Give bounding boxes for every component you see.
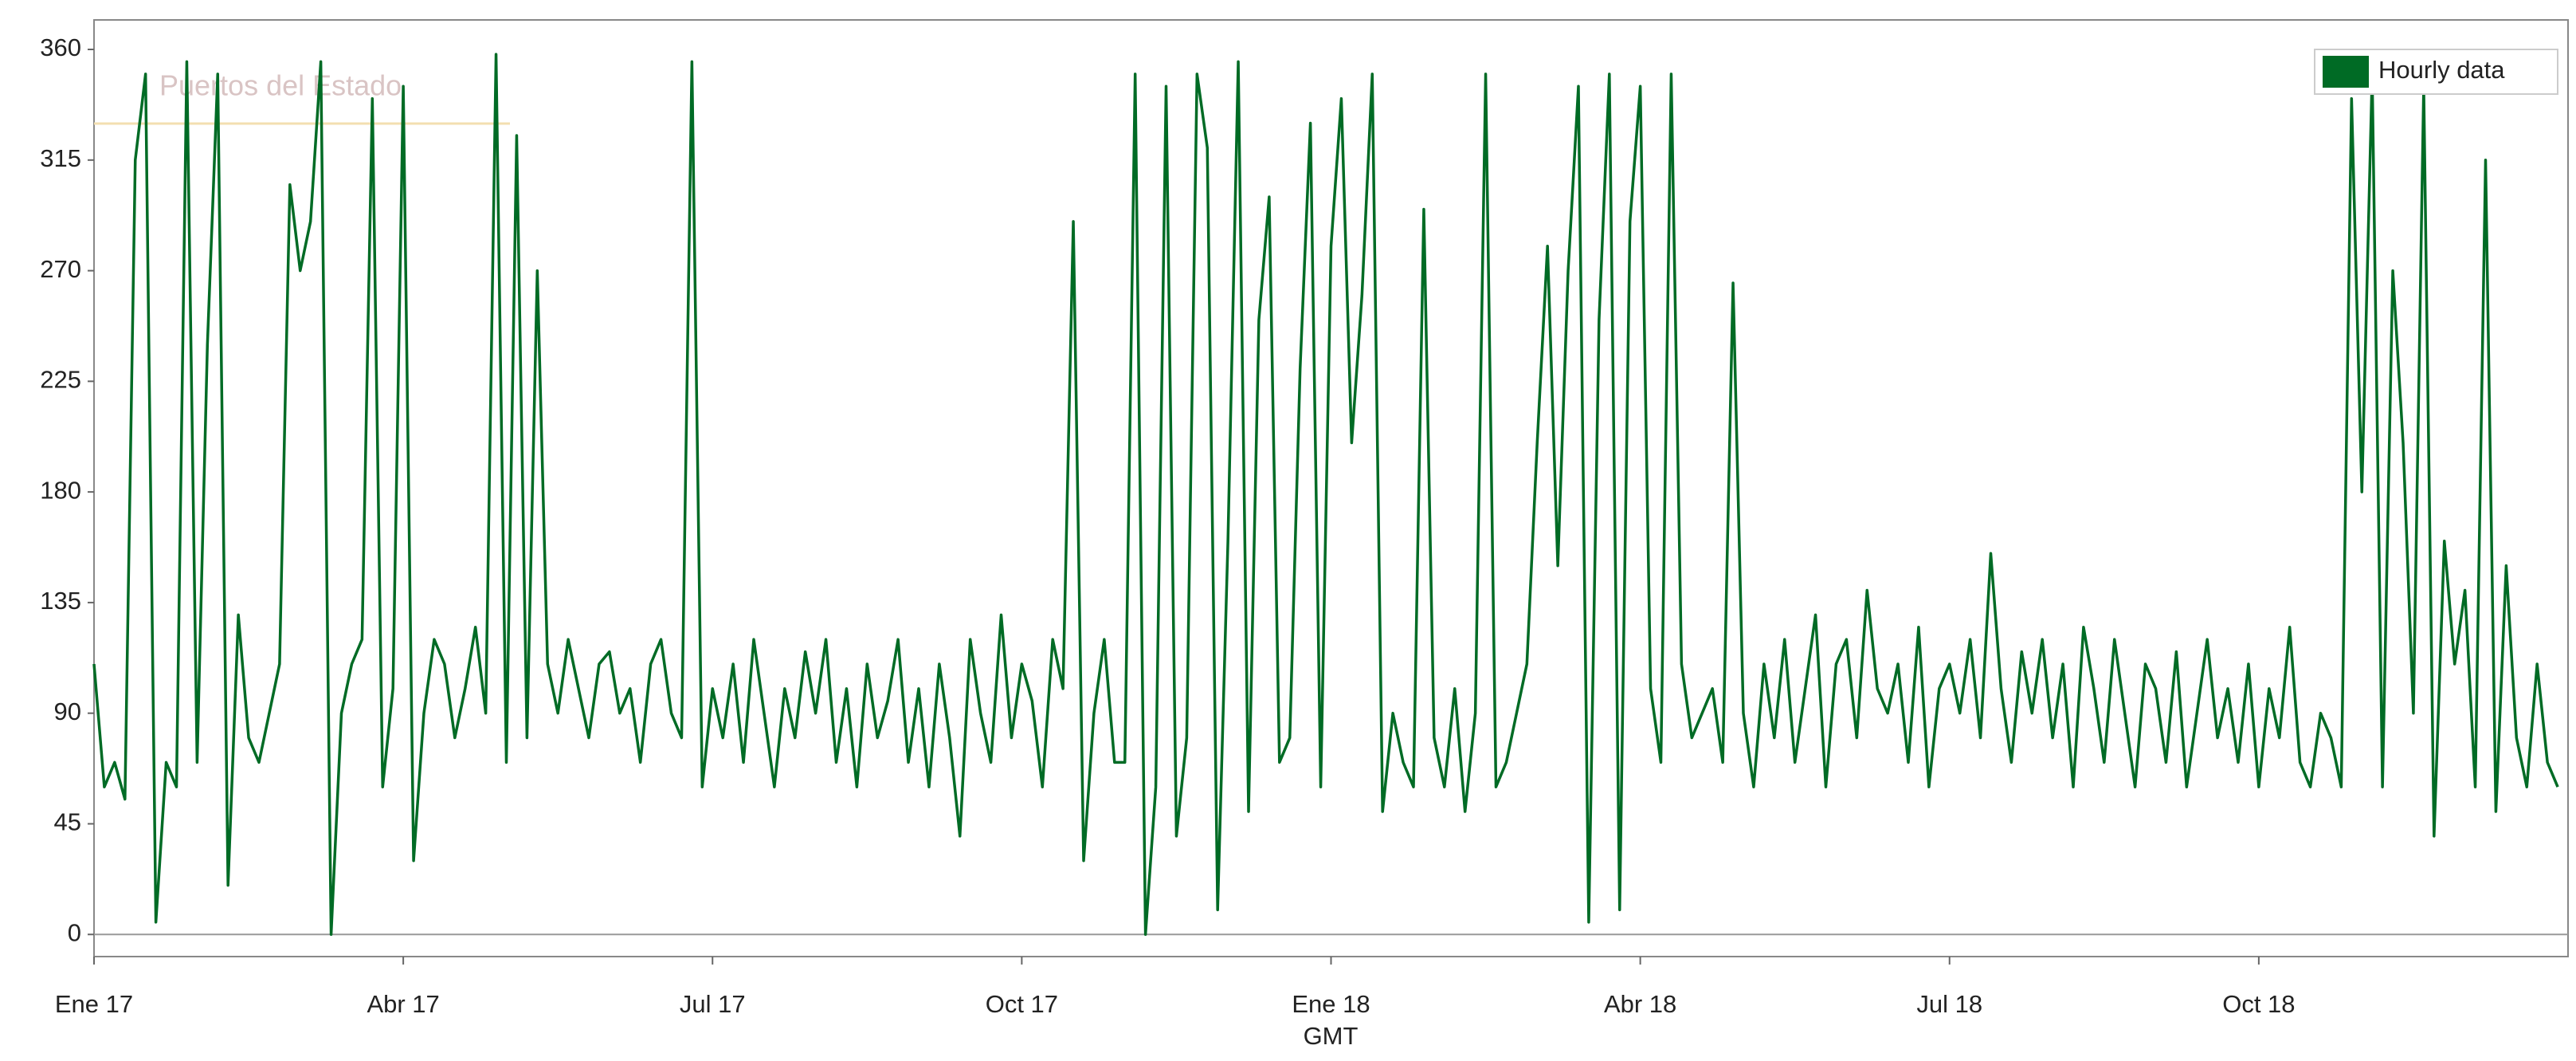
y-tick-label: 180 <box>40 476 81 504</box>
y-tick-label: 360 <box>40 33 81 61</box>
y-tick-label: 315 <box>40 144 81 172</box>
y-tick-label: 0 <box>68 918 81 946</box>
x-tick-label: Oct 17 <box>986 990 1058 1018</box>
y-tick-label: 225 <box>40 366 81 394</box>
y-tick-label: 45 <box>54 808 81 836</box>
data-line <box>92 53 2559 936</box>
y-tick-label: 270 <box>40 255 81 283</box>
y-tick-label: 135 <box>40 587 81 615</box>
y-tick-label: 90 <box>54 698 81 725</box>
x-tick-label: Abr 17 <box>367 990 439 1018</box>
legend-swatch <box>2323 56 2369 88</box>
x-tick-label: Jul 17 <box>680 990 746 1018</box>
x-axis-label: GMT <box>1304 1022 1359 1050</box>
x-tick-label: Oct 18 <box>2222 990 2295 1018</box>
x-tick-label: Jul 18 <box>1916 990 1982 1018</box>
x-tick-label: Ene 18 <box>1292 990 1370 1018</box>
watermark: Puertos del Estado <box>159 69 402 102</box>
plot-frame <box>93 19 2569 957</box>
legend-label: Hourly data <box>2378 56 2505 84</box>
x-tick-label: Ene 17 <box>55 990 133 1018</box>
x-tick-label: Abr 18 <box>1604 990 1676 1018</box>
